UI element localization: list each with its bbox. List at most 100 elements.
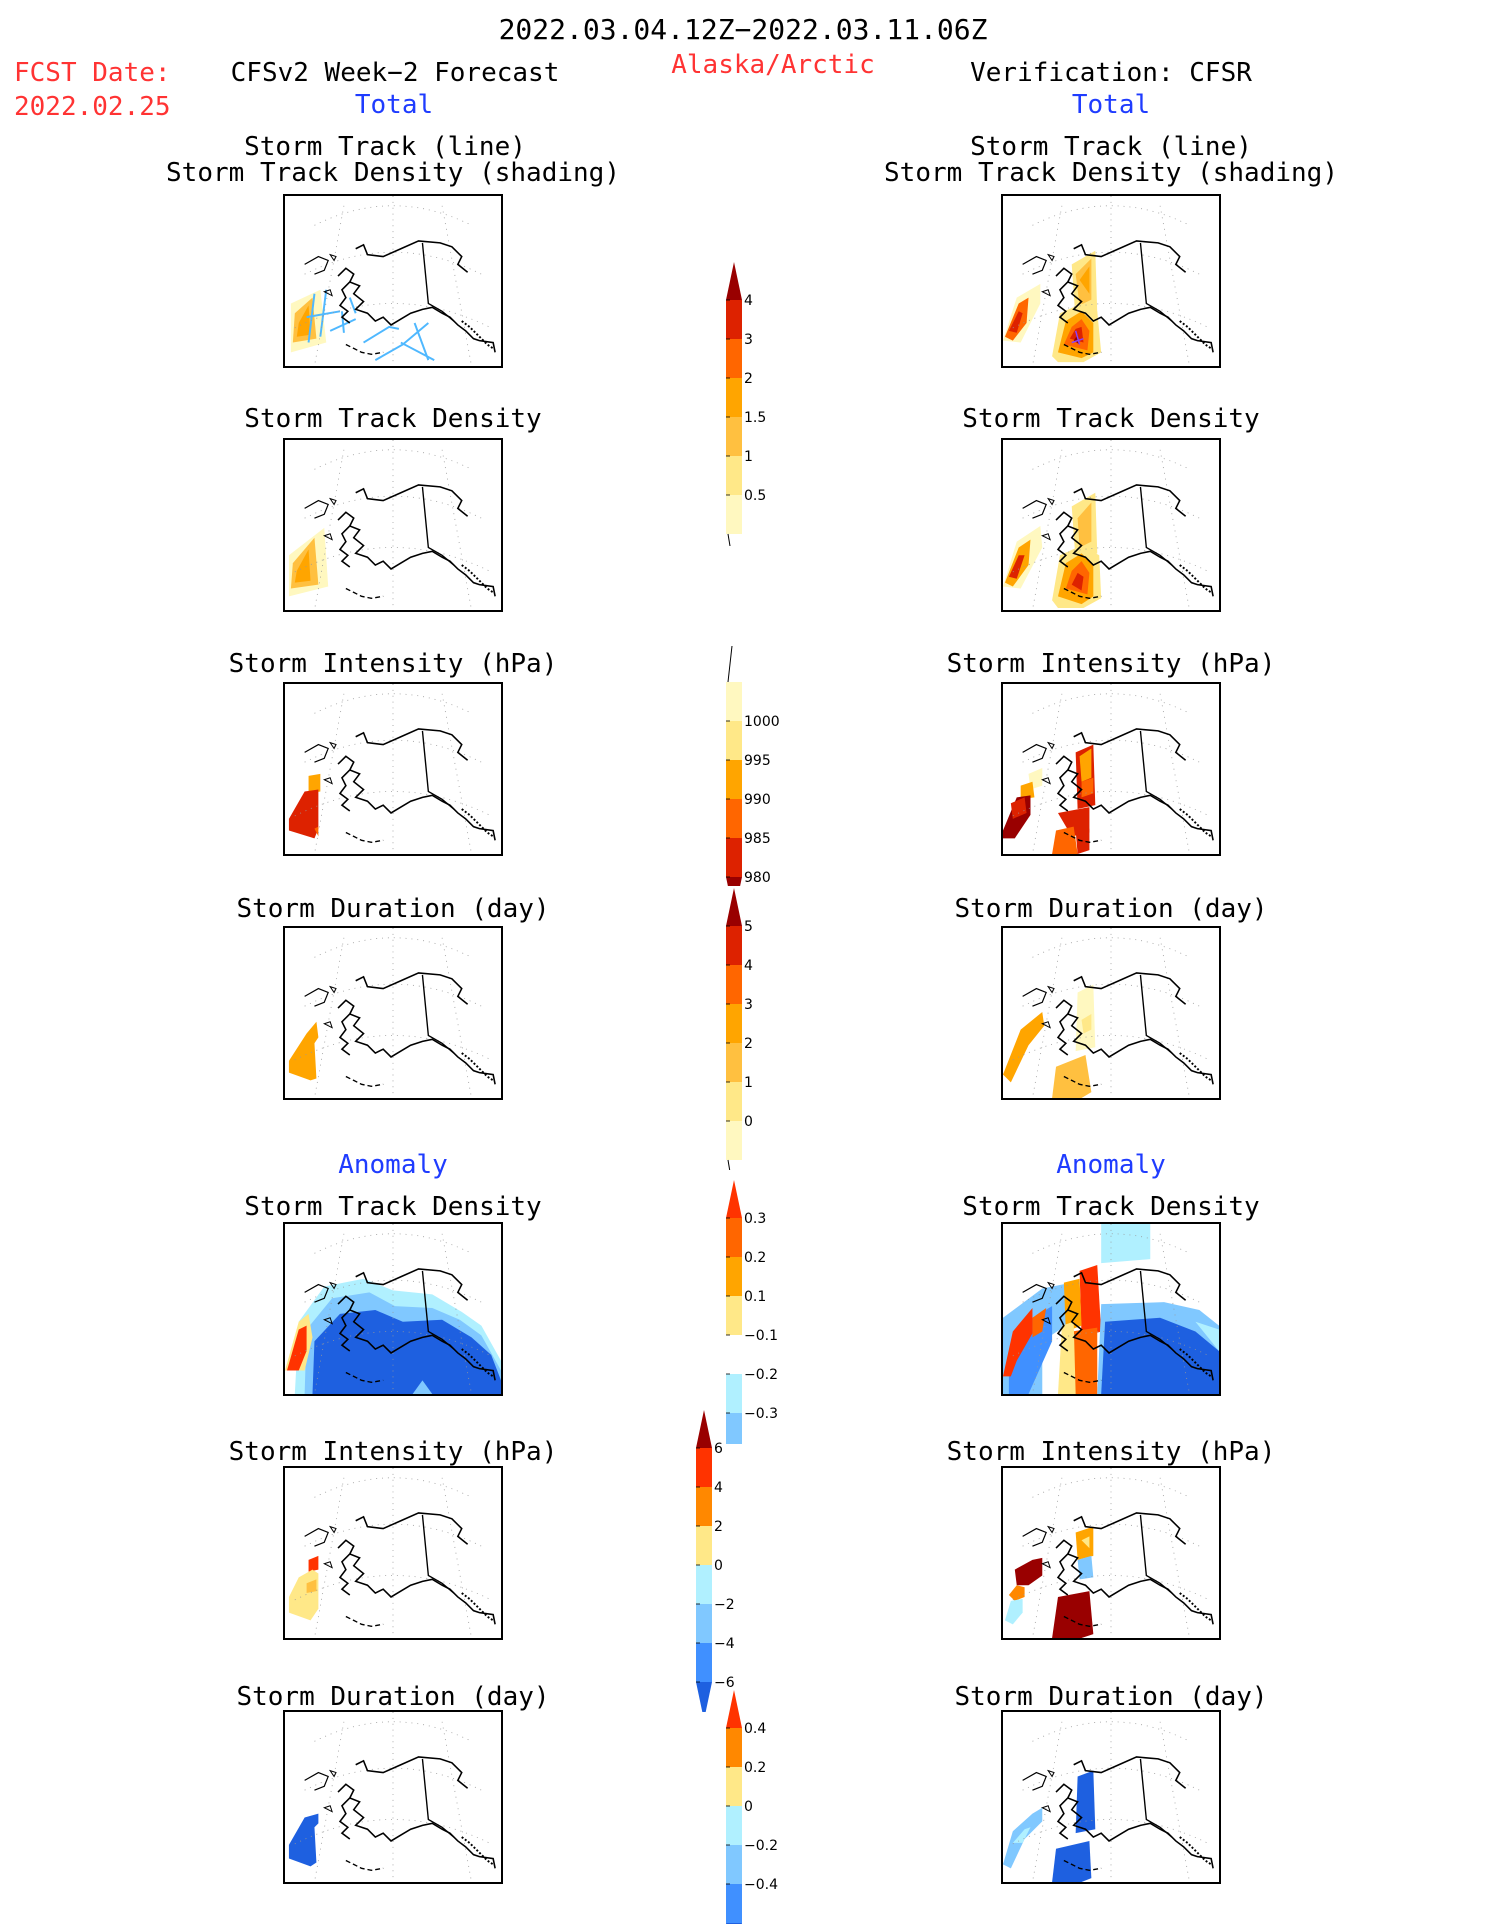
colorbar-swatch (726, 877, 742, 886)
right-row3-title: Storm Intensity (hPa) (946, 649, 1276, 679)
colorbar-label: 5 (744, 919, 753, 935)
colorbar-label: 995 (744, 753, 771, 769)
colorbar-swatch (726, 456, 742, 495)
left-map-density-anomaly (283, 1222, 503, 1396)
colorbar-swatch (726, 1884, 742, 1923)
right-row7-title: Storm Duration (day) (954, 1682, 1268, 1712)
colorbar-swatch (726, 1413, 742, 1444)
colorbar-label: −0.1 (744, 1328, 778, 1344)
colorbar-label: 0.1 (744, 1289, 766, 1305)
right-map-density-anomaly (1001, 1222, 1221, 1396)
colorbar-swatch (696, 1682, 712, 1712)
colorbar-label: −6 (714, 1675, 735, 1691)
colorbar-swatch (726, 682, 742, 721)
left-total-label: Total (354, 90, 434, 120)
colorbar-swatch (726, 1845, 742, 1884)
right-anomaly-label: Anomaly (1056, 1150, 1166, 1180)
colorbar-label: 4 (744, 958, 753, 974)
right-row6-title: Storm Intensity (hPa) (946, 1437, 1276, 1467)
colorbar-swatch (726, 378, 742, 417)
right-row4-title: Storm Duration (day) (954, 894, 1268, 924)
right-map-track-density (1001, 438, 1221, 612)
colorbar-duration-anomaly: 0.4 0.2 0 −0.2 −0.4 (726, 1690, 778, 1924)
left-map-storm-track (283, 194, 503, 368)
colorbar-swatch (726, 799, 742, 838)
colorbar-label: 0.4 (744, 1721, 766, 1737)
colorbar-swatch (726, 760, 742, 799)
colorbar-swatch (726, 1218, 742, 1257)
colorbar-swatch (726, 1728, 742, 1767)
fcst-date-label: FCST Date: (14, 58, 171, 88)
colorbar-label: 985 (744, 831, 771, 847)
colorbar-density-anomaly: 0.3 0.2 0.1 −0.1 −0.2 −0.3 (726, 1180, 778, 1444)
right-map-intensity (1001, 682, 1221, 856)
colorbar-swatch (696, 1604, 712, 1643)
right-row5-title: Storm Track Density (962, 1192, 1260, 1222)
colorbar-intensity-total: 1000 995 990 985 980 (726, 646, 780, 886)
colorbar-label: 1.5 (744, 410, 766, 426)
colorbar-label: 0.3 (744, 1211, 766, 1227)
colorbar-swatch (726, 1335, 742, 1374)
colorbar-label: 4 (714, 1480, 723, 1496)
colorbar-swatch (726, 339, 742, 378)
colorbar-label: 1000 (744, 714, 780, 730)
colorbar-label: 6 (714, 1441, 723, 1457)
left-map-intensity (283, 682, 503, 856)
left-row3-title: Storm Intensity (hPa) (228, 649, 558, 679)
left-row6-title: Storm Intensity (hPa) (228, 1437, 558, 1467)
colorbar-label: 0.2 (744, 1760, 766, 1776)
right-row1-title-line1: Storm Track (line) (970, 132, 1252, 162)
colorbar-label: 4 (744, 293, 753, 309)
left-row1-title-line2: Storm Track Density (shading) (166, 158, 620, 188)
colorbar-duration-total: 5 4 3 2 1 0 (726, 888, 753, 1170)
colorbar-swatch (696, 1643, 712, 1682)
colorbar-swatch (696, 1565, 712, 1604)
colorbar-swatch (726, 1004, 742, 1043)
colorbar-swatch (696, 1487, 712, 1526)
colorbar-swatch (726, 417, 742, 456)
right-column-title: Verification: CFSR (970, 58, 1252, 88)
colorbar-label: 0.5 (744, 488, 766, 504)
right-map-duration-anomaly (1001, 1710, 1221, 1884)
colorbar-swatch (726, 1121, 742, 1160)
colorbar-swatch (726, 926, 742, 965)
colorbar-label: 990 (744, 792, 771, 808)
left-row1-title-line1: Storm Track (line) (244, 132, 526, 162)
colorbar-swatch (726, 1767, 742, 1806)
colorbar-swatch (726, 1923, 742, 1924)
colorbar-swatch (726, 1690, 742, 1728)
right-map-intensity-anomaly (1001, 1466, 1221, 1640)
colorbar-label: 3 (744, 997, 753, 1013)
colorbar-swatch (696, 1448, 712, 1487)
colorbar-label: 1 (744, 1075, 753, 1091)
colorbar-swatch (726, 1043, 742, 1082)
colorbar-swatch (726, 495, 742, 534)
colorbar-swatch (726, 1082, 742, 1121)
left-map-intensity-anomaly (283, 1466, 503, 1640)
colorbar-label: 2 (744, 1036, 753, 1052)
colorbar-tail (727, 1159, 731, 1170)
left-map-duration-anomaly (283, 1710, 503, 1884)
colorbar-swatch (726, 1257, 742, 1296)
colorbar-label: −0.3 (744, 1406, 778, 1422)
colorbar-swatch (696, 1526, 712, 1565)
colorbar-label: −2 (714, 1597, 735, 1613)
colorbar-swatch (726, 1180, 742, 1218)
colorbar-swatch (726, 965, 742, 1004)
colorbar-label: 0 (714, 1558, 723, 1574)
left-row2-title: Storm Track Density (244, 404, 542, 434)
colorbar-label: 0 (744, 1114, 753, 1130)
left-anomaly-label: Anomaly (338, 1150, 448, 1180)
date-range-title: 2022.03.04.12Z−2022.03.11.06Z (498, 13, 988, 46)
colorbar-label: 1 (744, 449, 753, 465)
right-row2-title: Storm Track Density (962, 404, 1260, 434)
colorbar-swatch (726, 888, 742, 926)
colorbar-label: 0.2 (744, 1250, 766, 1266)
colorbar-swatch (726, 262, 742, 300)
colorbar-label: −4 (714, 1636, 735, 1652)
colorbar-label: 0 (744, 1799, 753, 1815)
right-total-label: Total (1071, 90, 1151, 120)
left-row4-title: Storm Duration (day) (236, 894, 550, 924)
colorbar-tail (727, 533, 731, 546)
colorbar-label: −0.4 (744, 1877, 778, 1893)
